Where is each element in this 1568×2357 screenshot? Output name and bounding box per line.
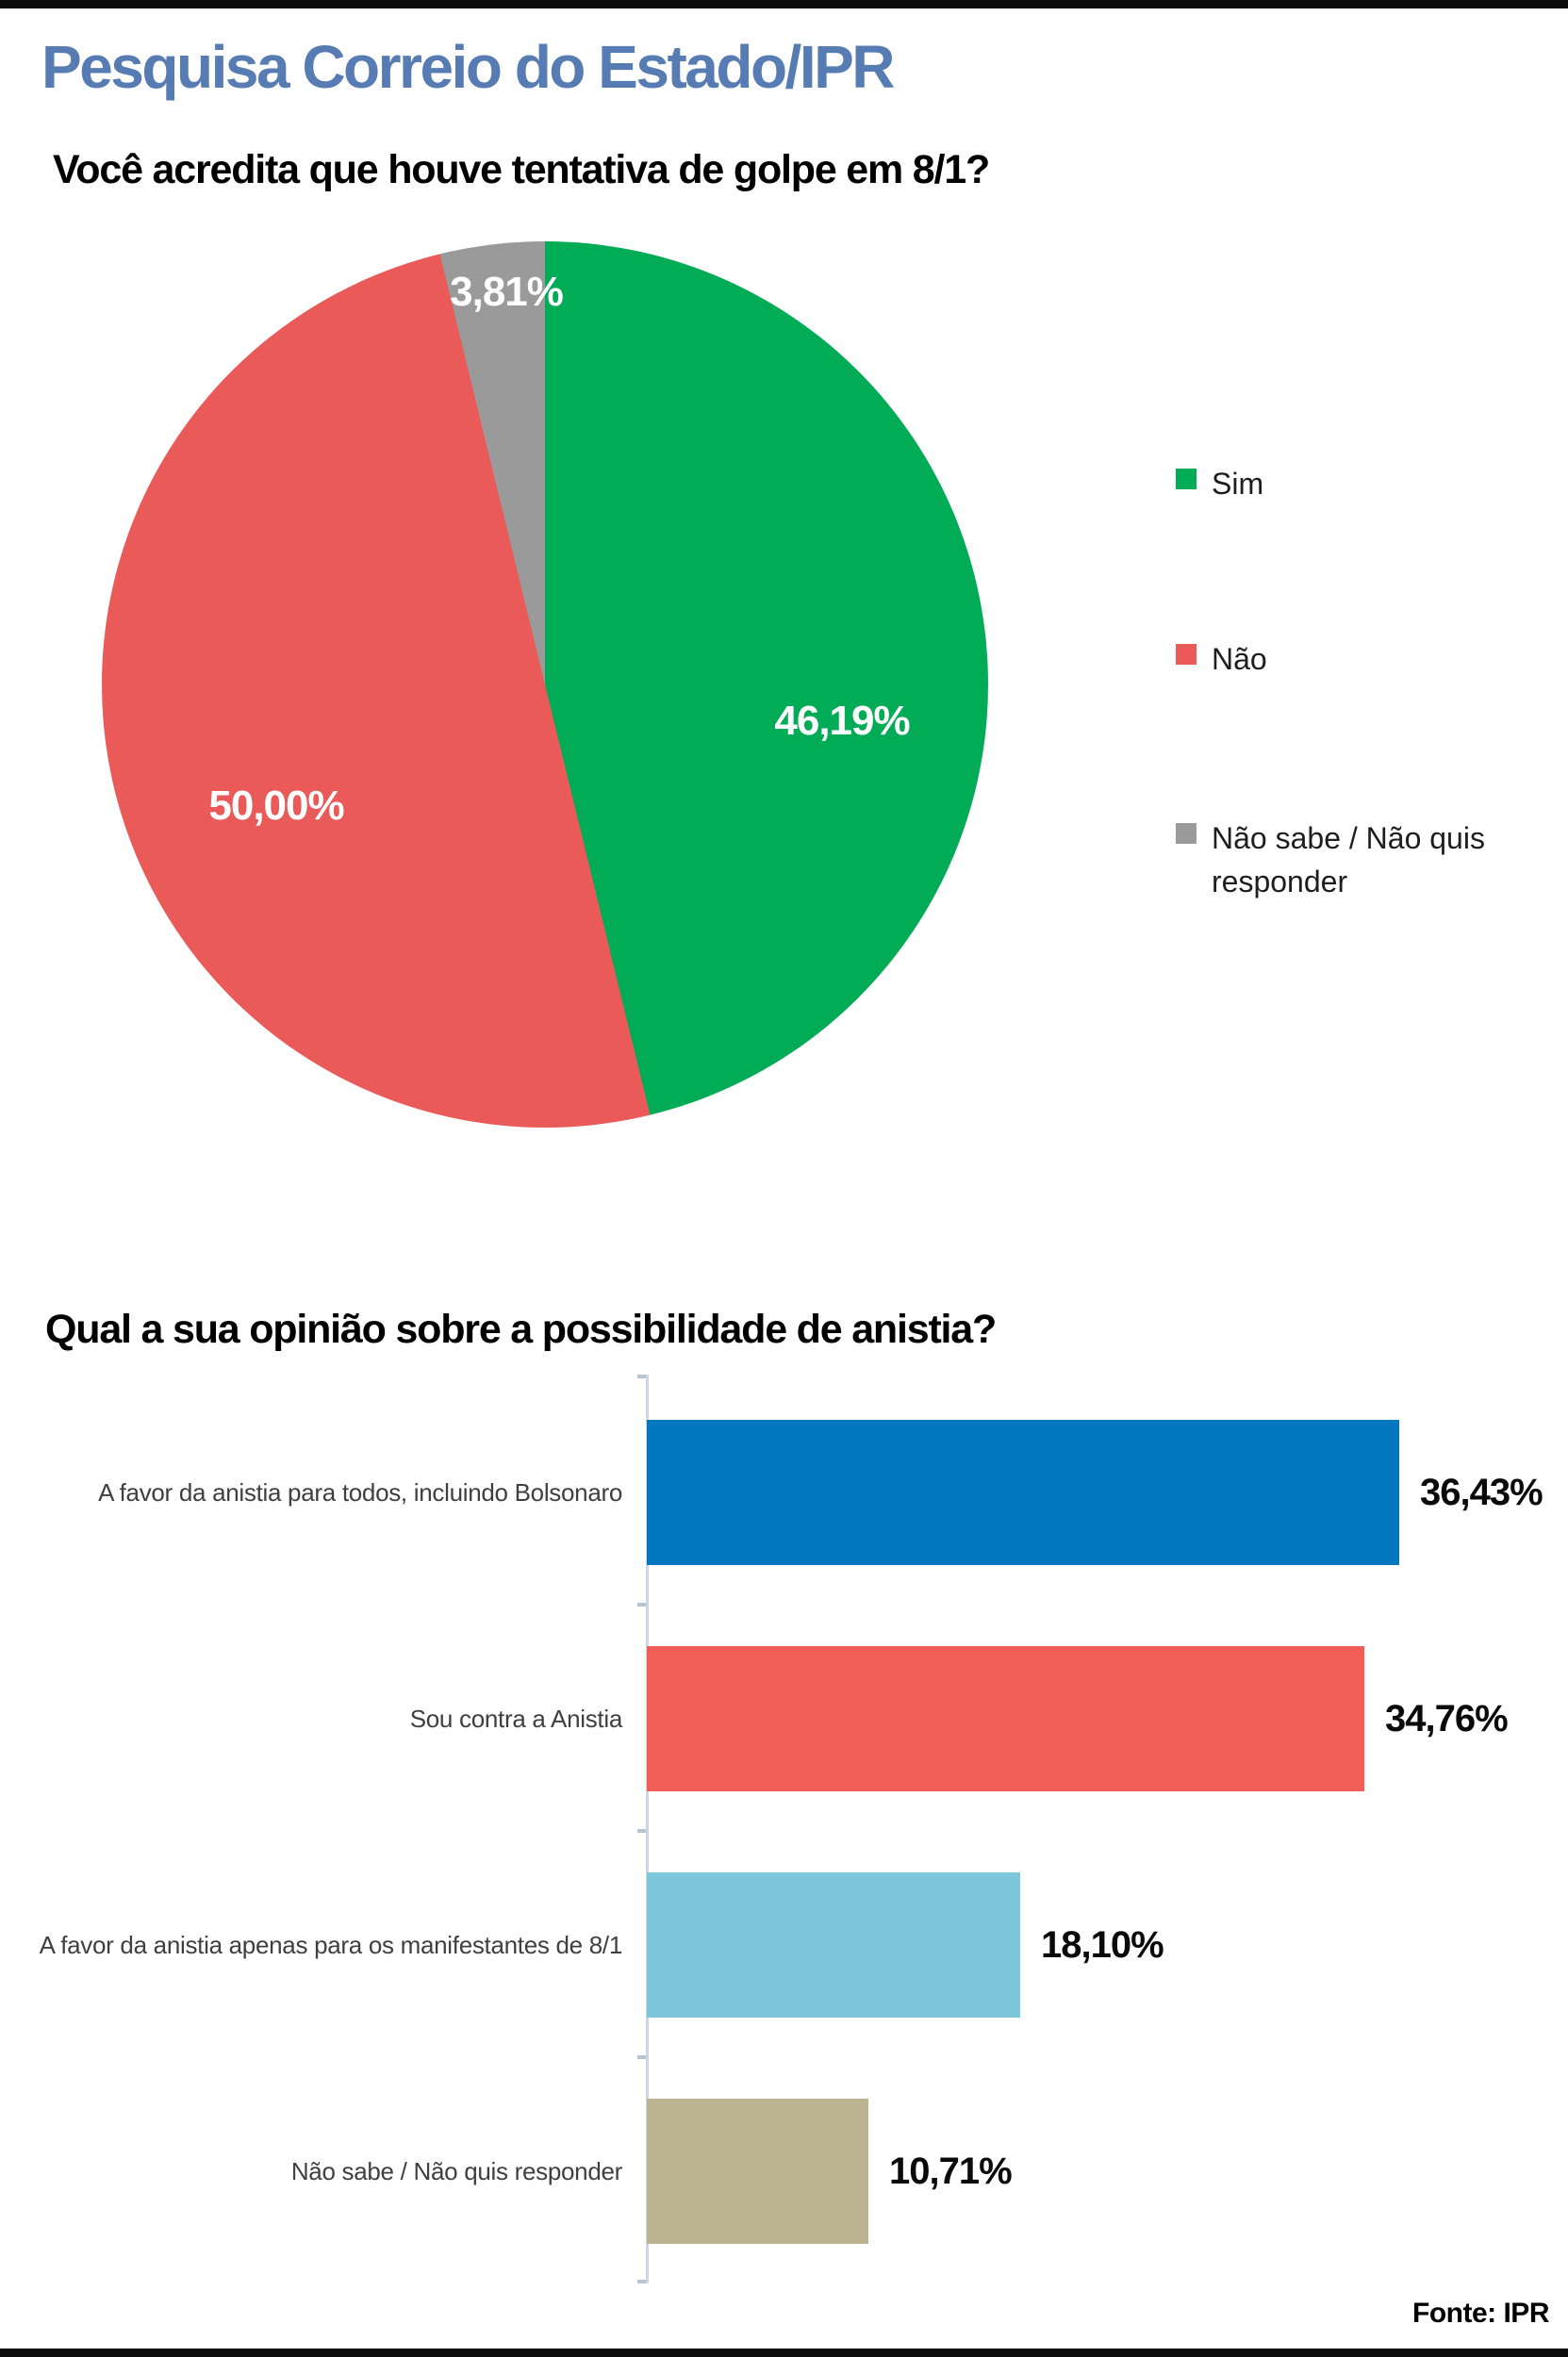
bar-value-label: 10,71% bbox=[889, 2150, 1013, 2192]
axis-tick bbox=[637, 1375, 646, 1378]
bar-value-label: 36,43% bbox=[1420, 1471, 1543, 1513]
legend-swatch-nao-icon bbox=[1176, 644, 1197, 665]
pie-slice-label-nao-sabe: 3,81% bbox=[450, 269, 564, 315]
bar-contra bbox=[647, 1646, 1364, 1791]
bar-track: 10,71% bbox=[647, 2099, 1013, 2244]
axis-tick bbox=[637, 1603, 646, 1607]
bar-track: 36,43% bbox=[647, 1420, 1543, 1565]
legend-label-sim: Sim bbox=[1212, 467, 1264, 501]
bar-category-label: A favor da anistia apenas para os manife… bbox=[39, 1930, 623, 1959]
bar-row-contra: Sou contra a Anistia 34,76% bbox=[0, 1646, 1568, 1791]
bar-nao-sabe bbox=[647, 2099, 868, 2244]
bar-row-favor-manifestantes: A favor da anistia apenas para os manife… bbox=[0, 1872, 1568, 2018]
axis-tick bbox=[637, 2280, 646, 2283]
legend-label-nao-sabe: Não sabe / Não quis responder bbox=[1212, 821, 1485, 899]
bar-question: Qual a sua opinião sobre a possibilidade… bbox=[45, 1307, 997, 1352]
bar-value-label: 34,76% bbox=[1385, 1697, 1509, 1739]
bar-category-label: Sou contra a Anistia bbox=[409, 1704, 623, 1733]
top-rule bbox=[0, 0, 1568, 8]
axis-tick bbox=[637, 2055, 646, 2059]
bottom-rule bbox=[0, 2349, 1568, 2357]
bar-track: 34,76% bbox=[647, 1646, 1509, 1791]
bar-row-favor-todos: A favor da anistia para todos, incluindo… bbox=[0, 1420, 1568, 1565]
pie-chart: 46,19% 50,00% 3,81% bbox=[102, 241, 988, 1128]
bar-favor-manifestantes bbox=[647, 1872, 1020, 2018]
pie-question: Você acredita que houve tentativa de gol… bbox=[53, 147, 990, 192]
legend-item-nao-sabe: Não sabe / Não quis responder bbox=[1176, 816, 1553, 904]
bar-chart-axis bbox=[646, 1375, 649, 2283]
legend-swatch-sim-icon bbox=[1176, 469, 1197, 489]
bar-row-nao-sabe: Não sabe / Não quis responder 10,71% bbox=[0, 2099, 1568, 2244]
page-title: Pesquisa Correio do Estado/IPR bbox=[41, 33, 896, 101]
source-credit: Fonte: IPR bbox=[1412, 2298, 1550, 2329]
legend-item-nao: Não bbox=[1176, 637, 1553, 681]
axis-tick bbox=[637, 1829, 646, 1833]
bar-value-label: 18,10% bbox=[1041, 1923, 1164, 1966]
legend-item-sim: Sim bbox=[1176, 462, 1553, 505]
pie-slice-label-sim: 46,19% bbox=[774, 698, 910, 744]
bar-category-label: A favor da anistia para todos, incluindo… bbox=[98, 1477, 622, 1507]
legend-swatch-nao-sabe-icon bbox=[1176, 823, 1197, 844]
bar-category-label: Não sabe / Não quis responder bbox=[290, 2156, 622, 2185]
pie-slice-label-nao: 50,00% bbox=[208, 783, 344, 829]
legend-label-nao: Não bbox=[1212, 642, 1267, 676]
bar-favor-todos bbox=[647, 1420, 1399, 1565]
bar-track: 18,10% bbox=[647, 1872, 1164, 2018]
